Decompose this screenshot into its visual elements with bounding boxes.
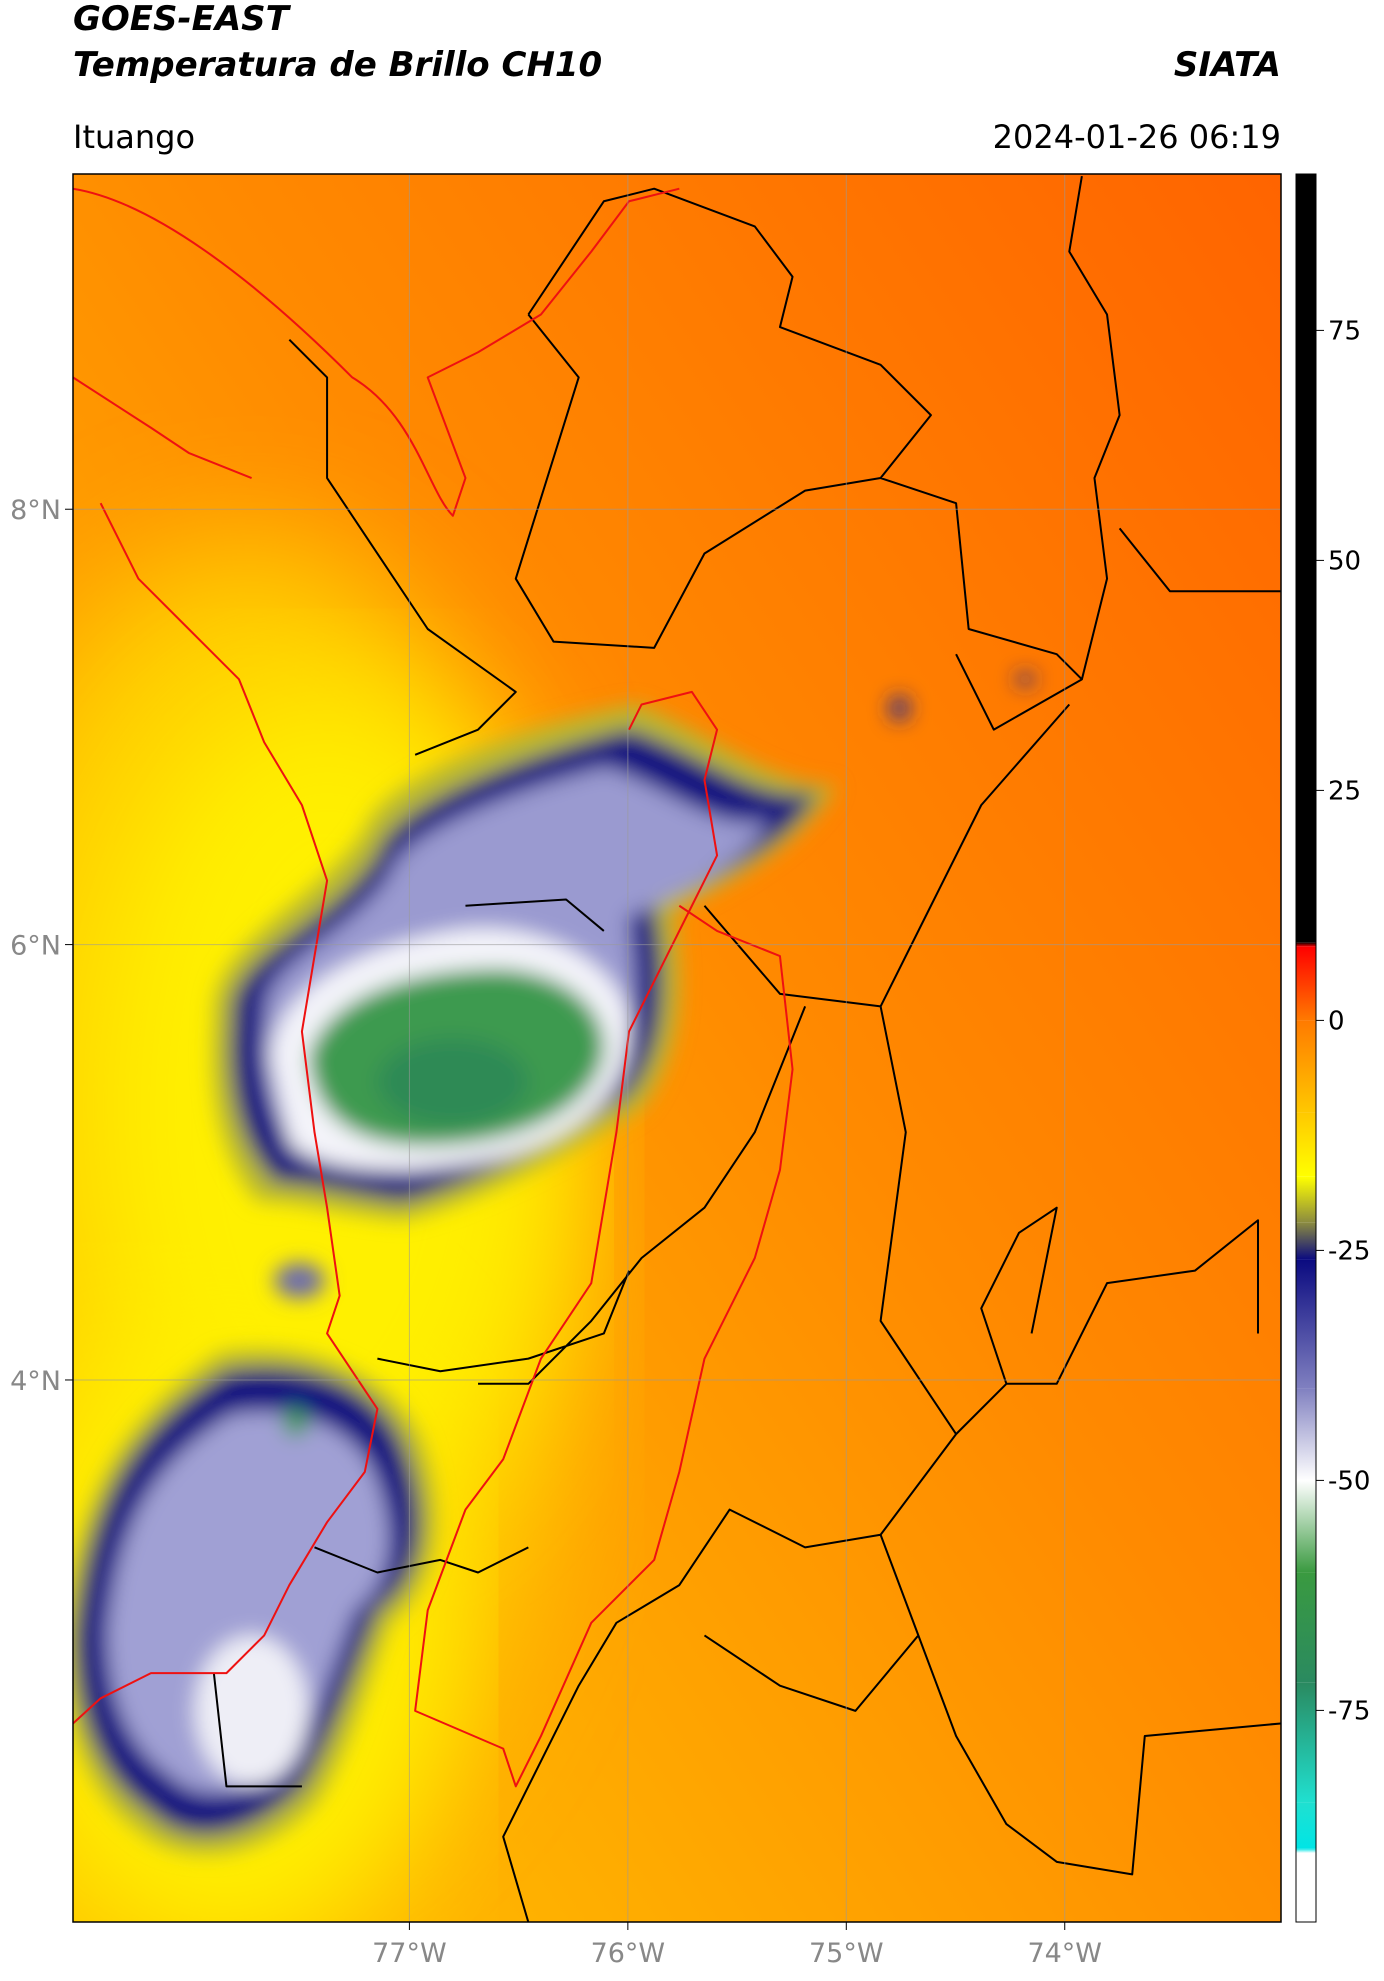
- grid: 77°W 76°W 75°W 74°W 8°N 6°N 4°N: [10, 174, 1281, 1969]
- colorbar-segment: [1296, 1259, 1316, 1389]
- y-tick-label: 4°N: [10, 1366, 61, 1397]
- map-imagery: [73, 174, 1281, 1922]
- y-tick-label: 8°N: [10, 495, 61, 526]
- colorbar-segment: [1296, 1388, 1316, 1481]
- colorbar-tick-label: -75: [1328, 1696, 1370, 1726]
- x-tick-label: 77°W: [372, 1938, 447, 1969]
- colorbar-tick-label: 50: [1328, 546, 1361, 576]
- colorbar-segment: [1296, 946, 1316, 1021]
- colorbar-tick-label: -50: [1328, 1466, 1370, 1496]
- location: Ituango: [73, 118, 195, 156]
- colorbar-tick-label: -25: [1328, 1236, 1370, 1266]
- colorbar-segment: [1296, 1802, 1316, 1849]
- colorbar-segment: [1296, 942, 1316, 947]
- colorbar-segment: [1296, 1222, 1316, 1260]
- map-frame: [72, 173, 1282, 1923]
- colorbar-segment: [1296, 1020, 1316, 1113]
- colorbar-segment: [1296, 1112, 1316, 1177]
- colorbar: 75 50 25 0 -25 -50 -75: [1296, 174, 1370, 1922]
- colorbar-tick-label: 0: [1328, 1006, 1345, 1036]
- colorbar-tick-label: 75: [1328, 316, 1361, 346]
- colorbar-segment: [1296, 174, 1316, 943]
- x-tick-label: 76°W: [591, 1938, 666, 1969]
- colorbar-segment: [1296, 1848, 1316, 1853]
- colorbar-segment: [1296, 1572, 1316, 1683]
- colorbar-segment: [1296, 1853, 1316, 1922]
- y-tick-label: 6°N: [10, 931, 61, 962]
- x-tick-label: 75°W: [809, 1938, 884, 1969]
- colorbar-tick-label: 25: [1328, 776, 1361, 806]
- timestamp: 2024-01-26 06:19: [993, 118, 1281, 156]
- colorbar-segment: [1296, 1480, 1316, 1573]
- x-tick-label: 74°W: [1027, 1938, 1102, 1969]
- colorbar-segment: [1296, 1682, 1316, 1803]
- title-line1: GOES-EAST: [73, 0, 292, 39]
- title-line2: Temperatura de Brillo CH10: [73, 45, 602, 85]
- colorbar-segment: [1296, 1176, 1316, 1223]
- source: SIATA: [1174, 45, 1281, 85]
- colorbar-frame: [1295, 173, 1317, 1923]
